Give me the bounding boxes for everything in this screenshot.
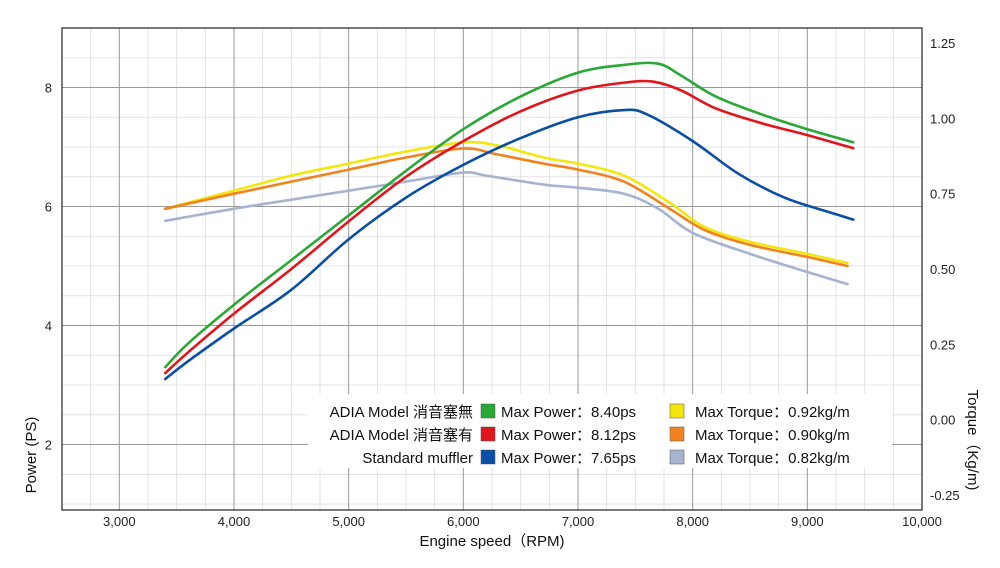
legend-power-swatch [480, 426, 496, 442]
legend-torque-swatch [669, 426, 685, 442]
legend-background [308, 394, 892, 468]
y-right-tick-label: -0.25 [930, 488, 960, 503]
legend-power-label: Max Power：7.65ps [501, 450, 636, 467]
y-right-tick-label: 1.00 [930, 111, 955, 126]
legend-torque-swatch [669, 403, 685, 419]
torque-curve [163, 140, 849, 265]
y-left-axis-title: Power (PS) [23, 417, 40, 494]
x-tick-label: 10,000 [902, 514, 942, 529]
torque-curve [163, 147, 849, 268]
legend: ADIA Model 消音塞無 Max Power：8.40ps Max Tor… [308, 394, 892, 468]
legend-power-label: Max Power：8.12ps [501, 427, 636, 444]
x-axis-title: Engine speed（RPM) [419, 533, 564, 550]
legend-torque-swatch [669, 449, 685, 465]
x-tick-label: 5,000 [332, 514, 365, 529]
y-right-axis-title: Torque（Kg/m) [964, 390, 981, 491]
y-left-tick-label: 4 [45, 319, 52, 334]
x-tick-label: 8,000 [676, 514, 709, 529]
y-left-tick-label: 8 [45, 81, 52, 96]
legend-power-label: Max Power：8.40ps [501, 404, 636, 421]
y-right-tick-label: 0.25 [930, 337, 955, 352]
legend-model-label: ADIA Model 消音塞有 [330, 426, 473, 444]
y-left-tick-label: 2 [45, 438, 52, 453]
legend-torque-label: Max Torque：0.92kg/m [695, 404, 850, 421]
plot-frame [61, 27, 923, 511]
x-tick-label: 3,000 [103, 514, 136, 529]
power-curve [163, 61, 855, 369]
x-tick-label: 6,000 [447, 514, 480, 529]
power-curve [163, 108, 855, 381]
legend-model-label: Standard muffler [362, 450, 473, 467]
tick-labels: 3,000 4,000 5,000 6,000 7,000 8,000 9,000 10,00… [45, 36, 960, 529]
x-tick-label: 7,000 [562, 514, 595, 529]
legend-torque-label: Max Torque：0.82kg/m [695, 450, 850, 467]
series-layer [163, 61, 855, 381]
legend-power-swatch [480, 403, 496, 419]
y-right-tick-label: 1.25 [930, 36, 955, 51]
y-left-tick-label: 6 [45, 200, 52, 215]
legend-model-label: ADIA Model 消音塞無 [330, 403, 473, 421]
x-tick-label: 9,000 [791, 514, 824, 529]
y-right-tick-label: 0.50 [930, 262, 955, 277]
x-tick-label: 4,000 [218, 514, 251, 529]
y-right-tick-label: 0.75 [930, 187, 955, 202]
power-curve [163, 79, 855, 375]
y-right-tick-label: 0.00 [930, 413, 955, 428]
legend-power-swatch [480, 449, 496, 465]
legend-torque-label: Max Torque：0.90kg/m [695, 427, 850, 444]
torque-curve [163, 171, 849, 286]
